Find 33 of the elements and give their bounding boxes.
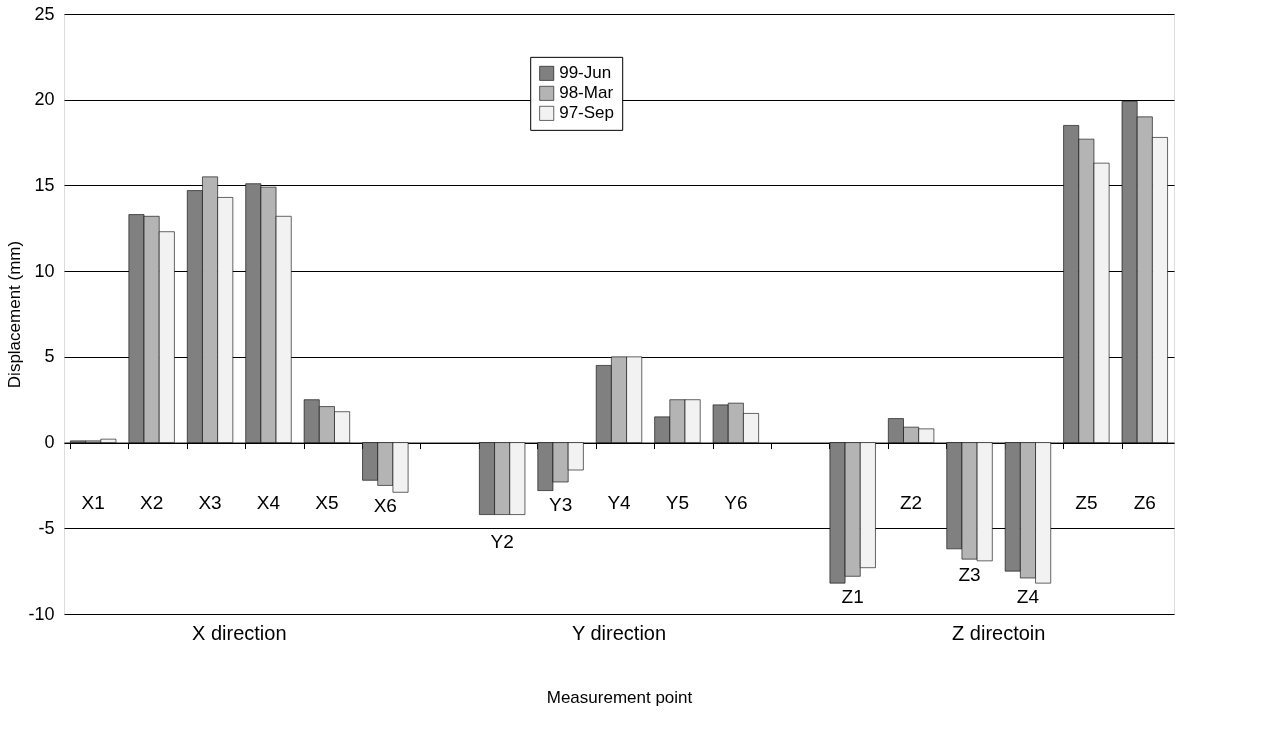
x-tick-label: X2 <box>140 492 164 513</box>
x-tick-label: Z1 <box>841 586 864 608</box>
text: X direction <box>192 622 287 644</box>
x-tick-label: Z3 <box>958 564 981 585</box>
x-tick-label: Y4 <box>607 492 632 513</box>
y-tick-label: 20 <box>34 89 55 110</box>
x-tick-label: X4 <box>256 492 281 513</box>
x-tick-label: X3 <box>198 492 222 513</box>
x-tick-label: Z5 <box>1075 492 1098 513</box>
y-tick-label: 5 <box>44 346 55 367</box>
x-tick-label: X6 <box>373 495 397 517</box>
y-tick-label: 25 <box>34 3 55 24</box>
legend-label: 98-Mar <box>559 83 614 103</box>
x-tick-label: Z2 <box>900 492 923 513</box>
x-axis-title: Measurement point <box>546 687 693 707</box>
y-tick-label: 10 <box>34 260 55 281</box>
x-tick-label: Y5 <box>665 492 690 513</box>
y-tick-label: -5 <box>38 517 55 538</box>
x-tick-label: X5 <box>315 492 339 513</box>
legend-label: 97-Sep <box>559 103 615 123</box>
x-tick-label: X1 <box>81 492 105 513</box>
y-tick-label: 15 <box>34 174 55 195</box>
y-tick-label: -10 <box>28 603 55 624</box>
x-tick-label: Y3 <box>548 493 573 515</box>
legend-label: 99-Jun <box>559 63 612 83</box>
x-tick-label: Y2 <box>490 530 514 552</box>
y-axis-title: Displacement (mm) <box>5 240 25 389</box>
x-tick-label: Z4 <box>1016 586 1040 608</box>
x-tick-label: Z6 <box>1133 492 1156 513</box>
text: Y direction <box>571 622 667 644</box>
text: Z directoin <box>952 622 1046 644</box>
y-tick-label: 0 <box>44 432 55 453</box>
x-tick-label: Y6 <box>724 492 748 513</box>
